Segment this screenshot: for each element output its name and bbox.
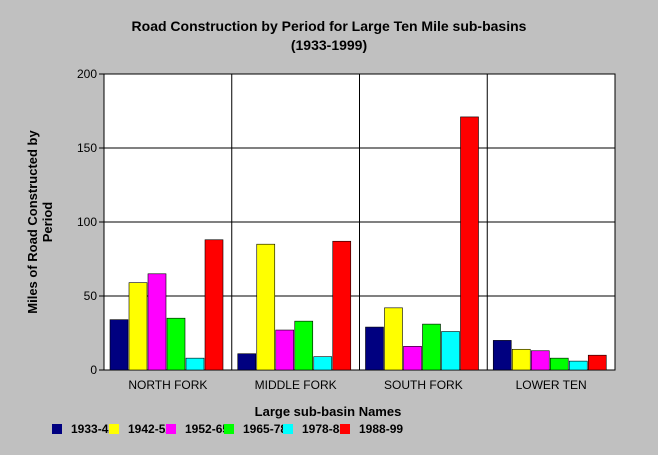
- bar: [275, 329, 295, 371]
- bar: [384, 307, 403, 371]
- bar: [549, 357, 569, 371]
- y-tick-label: 100: [77, 215, 97, 229]
- legend-label: 1965-78: [243, 422, 287, 436]
- y-tick-label: 0: [90, 363, 97, 377]
- legend-swatch: [224, 424, 234, 434]
- bar: [511, 348, 531, 371]
- bar: [568, 360, 588, 371]
- bar: [185, 357, 205, 371]
- bar: [166, 317, 186, 371]
- bars: [109, 116, 607, 371]
- y-axis-title-line1: Miles of Road Constructed by: [25, 130, 40, 314]
- bar: [403, 346, 422, 371]
- bar: [587, 354, 607, 371]
- bar: [294, 320, 314, 371]
- legend-swatch: [166, 424, 176, 434]
- bar: [460, 116, 479, 371]
- y-axis-title-line2: Period: [40, 202, 55, 243]
- x-category-label: MIDDLE FORK: [255, 378, 337, 392]
- bar: [365, 326, 384, 371]
- bar: [441, 331, 460, 371]
- x-category-label: LOWER TEN: [516, 378, 587, 392]
- bar: [237, 353, 257, 371]
- legend-label: 1988-99: [359, 422, 403, 436]
- y-tick-label: 50: [84, 289, 98, 303]
- legend-label: 1978-88: [302, 422, 346, 436]
- legend-swatch: [340, 424, 350, 434]
- bar: [313, 356, 333, 371]
- legend-swatch: [109, 424, 119, 434]
- legend-label: 1942-52: [128, 422, 172, 436]
- bar: [422, 323, 441, 371]
- legend-swatch: [283, 424, 293, 434]
- bar: [332, 240, 352, 371]
- category-separators: [231, 74, 488, 370]
- chart-title: Road Construction by Period for Large Te…: [132, 18, 527, 34]
- x-axis-categories: NORTH FORK MIDDLE FORK SOUTH FORK LOWER TEN: [128, 378, 586, 392]
- bar: [204, 239, 224, 371]
- legend-label: 1952-65: [185, 422, 229, 436]
- legend-swatch: [52, 424, 62, 434]
- x-axis-title: Large sub-basin Names: [255, 404, 402, 419]
- bar: [256, 243, 276, 371]
- x-category-label: NORTH FORK: [128, 378, 207, 392]
- bar: [128, 282, 148, 371]
- legend-label: 1933-42: [71, 422, 115, 436]
- y-tick-label: 200: [77, 67, 97, 81]
- y-tick-label: 150: [77, 141, 97, 155]
- bar: [147, 273, 167, 371]
- y-axis-ticks: 0 50 100 150 200: [77, 67, 104, 377]
- legend: 1933-42 1942-52 1952-65 1965-78 1978-88 1988-…: [52, 422, 403, 436]
- chart-subtitle: (1933-1999): [291, 37, 367, 53]
- x-category-label: SOUTH FORK: [384, 378, 463, 392]
- bar: [492, 340, 512, 371]
- bar: [109, 319, 129, 371]
- bar: [530, 350, 550, 371]
